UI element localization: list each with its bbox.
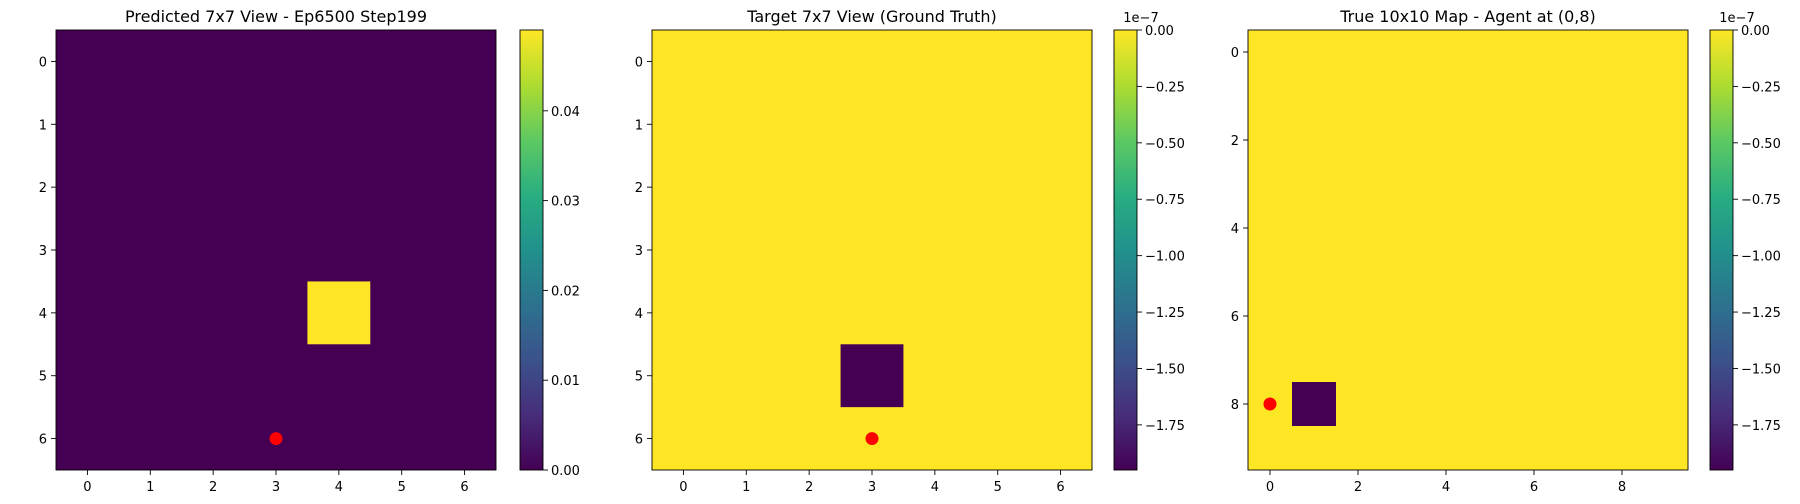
chart-title: Predicted 7x7 View - Ep6500 Step199 bbox=[125, 7, 427, 26]
y-tick-label: 6 bbox=[1231, 310, 1239, 325]
x-tick-label: 1 bbox=[146, 480, 154, 495]
y-tick-label: 1 bbox=[635, 118, 643, 133]
colorbar-tick-label: 0.02 bbox=[551, 284, 580, 299]
x-tick-label: 0 bbox=[83, 480, 91, 495]
agent-marker bbox=[269, 432, 283, 446]
colorbar-tick-label: 0.00 bbox=[1741, 24, 1770, 39]
x-tick-label: 3 bbox=[272, 480, 280, 495]
agent-marker bbox=[1263, 397, 1277, 411]
y-tick-label: 3 bbox=[635, 244, 643, 259]
colorbar-tick-label: −1.50 bbox=[1741, 362, 1781, 377]
chart-title: True 10x10 Map - Agent at (0,8) bbox=[1339, 7, 1596, 26]
colorbar-tick-label: −0.25 bbox=[1145, 80, 1185, 95]
colorbar-tick-label: 0.03 bbox=[551, 195, 580, 210]
y-tick-label: 0 bbox=[1231, 46, 1239, 61]
panel-3: True 10x10 Map - Agent at (0,8) 0 2 4 6 8 0 2 4 6… bbox=[1231, 7, 1781, 495]
x-tick-label: 4 bbox=[931, 480, 939, 495]
colorbar bbox=[1710, 30, 1733, 470]
colorbar bbox=[1114, 30, 1137, 470]
colorbar-tick-label: −1.25 bbox=[1741, 306, 1781, 321]
x-tick-label: 0 bbox=[1266, 480, 1274, 495]
y-tick-label: 8 bbox=[1231, 398, 1239, 413]
colorbar-frame bbox=[1709, 29, 1734, 471]
colorbar bbox=[520, 30, 543, 470]
colorbar-frame bbox=[1113, 29, 1138, 471]
panel-1: Predicted 7x7 View - Ep6500 Step199 0 1 2 3 4… bbox=[39, 7, 580, 495]
colorbar-tick-label: −0.50 bbox=[1741, 137, 1781, 152]
colorbar-tick-label: −1.00 bbox=[1741, 250, 1781, 265]
y-tick-label: 1 bbox=[39, 118, 47, 133]
colorbar-tick-label: −1.00 bbox=[1145, 250, 1185, 265]
chart-title: Target 7x7 View (Ground Truth) bbox=[746, 7, 997, 26]
x-tick-label: 6 bbox=[1056, 480, 1064, 495]
colorbar-tick-label: −1.25 bbox=[1145, 306, 1185, 321]
y-tick-label: 4 bbox=[1231, 222, 1239, 237]
colorbar-exponent: 1e−7 bbox=[1123, 11, 1158, 26]
x-tick-label: 1 bbox=[742, 480, 750, 495]
heatmap-cell bbox=[307, 281, 371, 345]
colorbar-exponent: 1e−7 bbox=[1719, 11, 1754, 26]
x-tick-label: 0 bbox=[679, 480, 687, 495]
x-tick-label: 3 bbox=[868, 480, 876, 495]
y-tick-label: 5 bbox=[635, 370, 643, 385]
colorbar-tick-label: 0.00 bbox=[1145, 24, 1174, 39]
x-tick-label: 8 bbox=[1618, 480, 1626, 495]
colorbar-tick-label: 0.01 bbox=[551, 374, 580, 389]
colorbar-tick-label: 0.04 bbox=[551, 105, 580, 120]
x-tick-label: 2 bbox=[209, 480, 217, 495]
y-tick-label: 6 bbox=[635, 433, 643, 448]
x-tick-label: 5 bbox=[398, 480, 406, 495]
agent-marker bbox=[865, 432, 879, 446]
axes-frame bbox=[1247, 29, 1689, 471]
heatmap-background bbox=[56, 30, 496, 470]
colorbar-tick-label: −0.25 bbox=[1741, 80, 1781, 95]
y-tick-label: 4 bbox=[39, 307, 47, 322]
x-tick-label: 4 bbox=[1442, 480, 1450, 495]
y-tick-label: 3 bbox=[39, 244, 47, 259]
y-tick-label: 4 bbox=[635, 307, 643, 322]
y-tick-label: 6 bbox=[39, 433, 47, 448]
x-tick-label: 2 bbox=[805, 480, 813, 495]
colorbar-tick-label: −1.75 bbox=[1145, 419, 1185, 434]
colorbar-tick-label: 0.00 bbox=[551, 464, 580, 479]
heatmap-cell bbox=[840, 344, 904, 408]
x-tick-label: 2 bbox=[1354, 480, 1362, 495]
y-tick-label: 2 bbox=[635, 181, 643, 196]
x-tick-label: 5 bbox=[994, 480, 1002, 495]
y-tick-label: 0 bbox=[39, 55, 47, 70]
colorbar-tick-label: −0.50 bbox=[1145, 137, 1185, 152]
colorbar-tick-label: −0.75 bbox=[1741, 193, 1781, 208]
y-tick-label: 2 bbox=[1231, 134, 1239, 149]
x-tick-label: 6 bbox=[460, 480, 468, 495]
y-tick-label: 2 bbox=[39, 181, 47, 196]
colorbar-tick-label: −1.75 bbox=[1741, 419, 1781, 434]
colorbar-tick-label: −0.75 bbox=[1145, 193, 1185, 208]
y-tick-label: 0 bbox=[635, 55, 643, 70]
heatmap-cell bbox=[1292, 382, 1336, 426]
colorbar-tick-label: −1.50 bbox=[1145, 362, 1185, 377]
x-tick-label: 4 bbox=[335, 480, 343, 495]
panel-2: Target 7x7 View (Ground Truth) 0 1 2 3 4 5 6 0 1 2… bbox=[635, 7, 1185, 495]
y-tick-label: 5 bbox=[39, 370, 47, 385]
x-tick-label: 6 bbox=[1530, 480, 1538, 495]
colorbar-frame bbox=[519, 29, 544, 471]
